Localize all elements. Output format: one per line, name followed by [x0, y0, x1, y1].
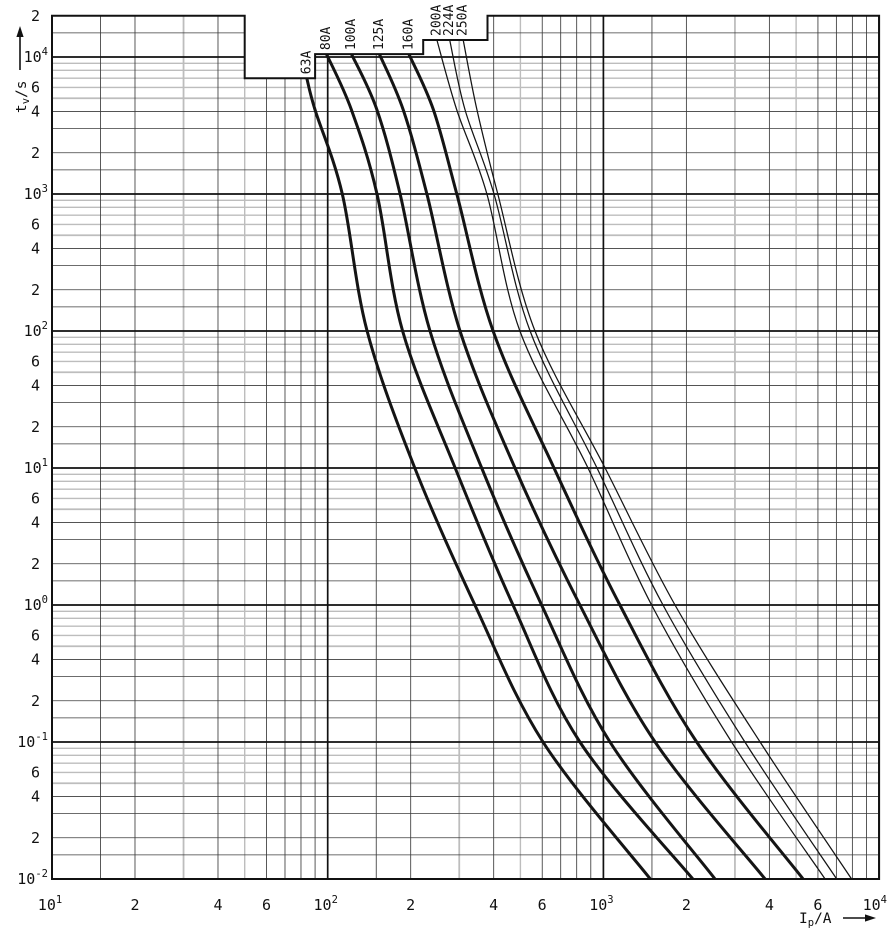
svg-text:2: 2: [31, 555, 40, 573]
svg-text:6: 6: [262, 896, 271, 914]
curve-80A: [325, 52, 695, 880]
svg-text:4: 4: [213, 896, 222, 914]
svg-text:4: 4: [31, 103, 40, 121]
curve-label-250A: 250A: [456, 5, 471, 36]
svg-text:2: 2: [31, 144, 40, 162]
curve-100A: [350, 52, 717, 880]
svg-text:6: 6: [31, 215, 40, 233]
svg-text:2: 2: [406, 896, 415, 914]
svg-text:4: 4: [31, 240, 40, 258]
curve-63A: [305, 76, 652, 880]
svg-text:tv/s: tv/s: [14, 80, 32, 113]
svg-text:2: 2: [130, 896, 139, 914]
plot-border: [51, 14, 881, 880]
svg-text:2: 2: [31, 281, 40, 299]
svg-text:6: 6: [813, 896, 822, 914]
x-axis-title: Ip/A: [799, 911, 876, 929]
curve-label-100A: 100A: [344, 19, 359, 50]
x-axis-ticks: 101 2 4 6 102 2 4 6 103 2 4 6 104: [38, 894, 887, 914]
svg-text:6: 6: [31, 626, 40, 644]
svg-text:4: 4: [31, 651, 40, 669]
svg-text:4: 4: [31, 377, 40, 395]
curve-125A: [377, 52, 767, 880]
curve-label-80A: 80A: [319, 26, 334, 50]
svg-text:4: 4: [31, 788, 40, 806]
curve-label-160A: 160A: [401, 19, 416, 50]
curve-200A: [436, 39, 826, 880]
svg-text:10-1: 10-1: [17, 731, 48, 751]
y-axis-ticks: 2 104 6 4 2 103 6 4 2 102 6 4 2 101 6 4 2 100 6 4 2 10-1 6 4 2 10…: [17, 7, 48, 888]
svg-text:4: 4: [31, 514, 40, 532]
svg-text:103: 103: [589, 894, 613, 914]
curve-label-224A: 224A: [442, 5, 457, 36]
svg-text:6: 6: [31, 78, 40, 96]
svg-text:102: 102: [24, 320, 48, 340]
svg-text:6: 6: [31, 489, 40, 507]
svg-text:101: 101: [38, 894, 62, 914]
svg-text:2: 2: [31, 829, 40, 847]
curve-250A: [462, 39, 853, 880]
svg-text:Ip/A: Ip/A: [799, 911, 832, 929]
svg-text:100: 100: [24, 594, 48, 614]
svg-text:103: 103: [24, 183, 48, 203]
y-axis-title: tv/s: [14, 26, 32, 113]
grid-minor-dark: [52, 15, 880, 879]
svg-text:4: 4: [765, 896, 774, 914]
svg-text:104: 104: [24, 46, 48, 66]
curve-224A: [449, 39, 838, 880]
svg-text:6: 6: [538, 896, 547, 914]
curve-label-125A: 125A: [372, 19, 387, 50]
svg-text:10-2: 10-2: [17, 868, 48, 888]
curve-label-200A: 200A: [429, 5, 444, 36]
svg-text:6: 6: [31, 352, 40, 370]
svg-text:104: 104: [863, 894, 887, 914]
svg-text:102: 102: [314, 894, 338, 914]
svg-text:2: 2: [682, 896, 691, 914]
svg-text:2: 2: [31, 418, 40, 436]
svg-text:2: 2: [31, 7, 40, 25]
svg-text:101: 101: [24, 457, 48, 477]
curves: [305, 39, 853, 880]
svg-text:2: 2: [31, 692, 40, 710]
svg-text:4: 4: [489, 896, 498, 914]
curve-label-63A: 63A: [299, 51, 314, 75]
svg-text:6: 6: [31, 763, 40, 781]
curve-160A: [407, 52, 805, 880]
